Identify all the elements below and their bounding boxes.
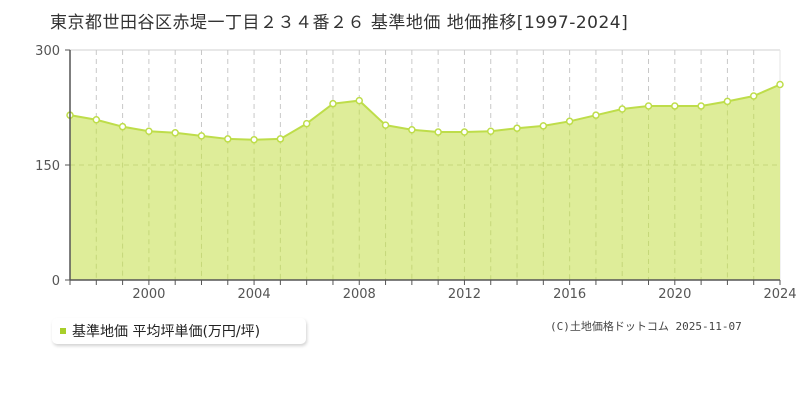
legend: 基準地価 平均坪単価(万円/坪) — [52, 318, 306, 344]
legend-swatch-icon — [60, 328, 66, 334]
axes: 0 150 300 2000 2004 2008 2012 2016 2020 2024 — [35, 44, 796, 302]
chart-title: 東京都世田谷区赤堤一丁目２３４番２６ 基準地価 地価推移[1997-2024] — [50, 13, 629, 33]
legend-label: 基準地価 平均坪単価(万円/坪) — [72, 324, 261, 340]
svg-text:0: 0 — [52, 274, 60, 289]
svg-text:2000: 2000 — [132, 287, 165, 302]
svg-text:150: 150 — [35, 159, 60, 174]
svg-text:2012: 2012 — [448, 287, 481, 302]
svg-text:2016: 2016 — [553, 287, 586, 302]
svg-text:2020: 2020 — [658, 287, 691, 302]
svg-text:2004: 2004 — [238, 287, 271, 302]
data-markers — [66, 80, 784, 280]
data-line — [69, 83, 781, 141]
svg-text:2008: 2008 — [343, 287, 376, 302]
area-fill — [70, 84, 780, 280]
svg-text:300: 300 — [35, 44, 60, 59]
svg-text:2024: 2024 — [763, 287, 796, 302]
copyright: (C)土地価格ドットコム 2025-11-07 — [550, 320, 742, 333]
